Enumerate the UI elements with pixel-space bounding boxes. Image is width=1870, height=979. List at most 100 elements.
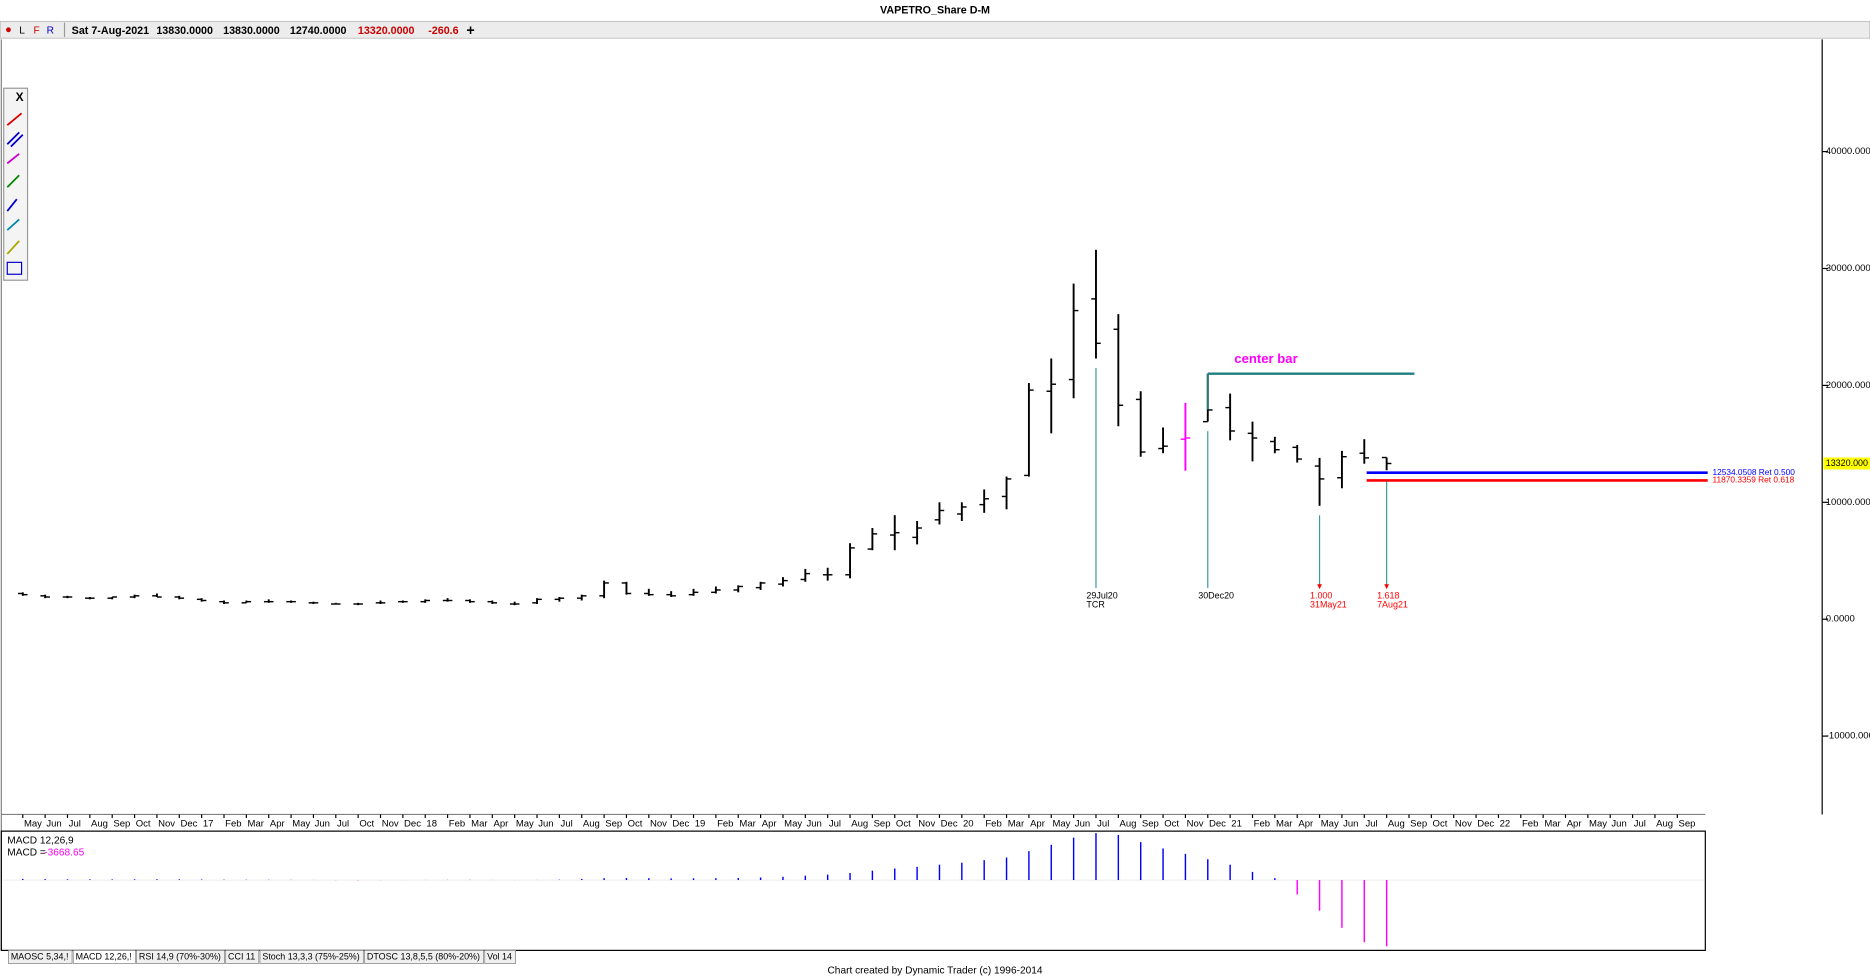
- add-button[interactable]: +: [466, 23, 474, 39]
- x-tick-label: 17: [203, 818, 214, 829]
- x-tick-label: Sep: [1678, 818, 1695, 829]
- x-tick-label: 19: [695, 818, 706, 829]
- x-tick-label: Sep: [1410, 818, 1427, 829]
- x-tick-label: Jun: [1075, 818, 1090, 829]
- x-tick-label: Aug: [1120, 818, 1137, 829]
- x-tick-label: Jul: [1365, 818, 1377, 829]
- toolbar-close[interactable]: X: [16, 90, 24, 104]
- x-tick-label: May: [1052, 818, 1070, 829]
- y-tick-label: -10000.000: [1826, 731, 1870, 742]
- time-marker-label: 7Aug21: [1377, 600, 1408, 610]
- x-tick-label: Jul: [1634, 818, 1646, 829]
- tab-frame: [225, 950, 260, 964]
- time-marker-arrow: [1317, 584, 1322, 590]
- x-tick-label: Nov: [1455, 818, 1472, 829]
- y-tick-label: 40000.000: [1826, 146, 1870, 157]
- tab-frame: [136, 950, 225, 964]
- tab[interactable]: RSI 14,9 (70%-30%): [136, 950, 225, 964]
- y-tick-label: 30000.000: [1826, 263, 1870, 274]
- x-tick-label: Feb: [1254, 818, 1270, 829]
- tab[interactable]: MAOSC 5,34,!: [8, 950, 73, 964]
- menu-f[interactable]: F: [34, 26, 40, 37]
- time-marker-label: 1.618: [1377, 591, 1399, 601]
- x-tick-label: Mar: [1008, 818, 1025, 829]
- x-tick-label: 22: [1500, 818, 1511, 829]
- header-low: 12740.0000: [290, 25, 347, 37]
- tab-label: MACD 12,26,!: [76, 951, 132, 961]
- footer: Chart created by Dynamic Trader (c) 1996…: [828, 965, 1043, 976]
- x-tick-label: Apr: [1030, 818, 1046, 829]
- x-tick-label: Nov: [158, 818, 175, 829]
- tab-label: DTOSC 13,8,5,5 (80%-20%): [367, 951, 480, 961]
- time-marker-label: 1.000: [1310, 591, 1332, 601]
- x-tick-label: Mar: [739, 818, 756, 829]
- x-tick-label: Oct: [1433, 818, 1448, 829]
- x-tick-label: Apr: [493, 818, 509, 829]
- tool-fan[interactable]: [6, 240, 20, 255]
- x-tick-label: May: [292, 818, 310, 829]
- tool-trend[interactable]: [6, 112, 23, 126]
- x-tick-label: Feb: [1522, 818, 1538, 829]
- x-tick-label: Feb: [225, 818, 241, 829]
- x-tick-label: Dec: [404, 818, 421, 829]
- x-tick-label: Dec: [1477, 818, 1494, 829]
- tool-grid[interactable]: [6, 261, 23, 275]
- time-marker-label: 31May21: [1310, 600, 1347, 610]
- tab[interactable]: MACD 12,26,!: [72, 950, 136, 964]
- x-tick-label: Mar: [471, 818, 488, 829]
- header-high: 13830.0000: [223, 25, 280, 37]
- tool-range[interactable]: [6, 218, 20, 231]
- menu-r[interactable]: R: [47, 26, 54, 37]
- tab[interactable]: Stoch 13,3,3 (75%-25%): [259, 950, 364, 964]
- tab-label: CCI 11: [228, 951, 255, 961]
- x-tick-label: Dec: [941, 818, 958, 829]
- x-tick-label: Jun: [315, 818, 330, 829]
- x-tick-label: Aug: [1388, 818, 1405, 829]
- macd-readout: -3668.65: [44, 847, 84, 858]
- x-tick-label: Jul: [1097, 818, 1109, 829]
- tab[interactable]: CCI 11: [225, 950, 260, 964]
- time-marker-label: TCR: [1086, 600, 1105, 610]
- tab-label: MAOSC 5,34,!: [11, 951, 69, 961]
- center-bar-label: center bar: [1234, 351, 1297, 366]
- tool-parallel-2[interactable]: [10, 134, 24, 148]
- tab-frame: [259, 950, 364, 964]
- menu-l[interactable]: L: [19, 26, 25, 37]
- x-tick-label: May: [1589, 818, 1607, 829]
- tab-frame: [484, 950, 516, 964]
- tab[interactable]: DTOSC 13,8,5,5 (80%-20%): [364, 950, 484, 964]
- x-tick-label: May: [1321, 818, 1339, 829]
- toolbar-frame: [3, 87, 29, 281]
- y-tick-label: 10000.000: [1826, 497, 1870, 508]
- x-tick-label: Nov: [1187, 818, 1204, 829]
- macd-label: MACD 12,26,9: [7, 835, 74, 846]
- x-tick-label: Jul: [69, 818, 81, 829]
- x-tick-label: May: [516, 818, 534, 829]
- x-tick-label: Mar: [1276, 818, 1293, 829]
- x-tick-label: Jun: [538, 818, 553, 829]
- x-tick-label: Jun: [1343, 818, 1358, 829]
- x-tick-label: May: [24, 818, 42, 829]
- x-tick-label: Oct: [1164, 818, 1179, 829]
- tab[interactable]: Vol 14: [484, 950, 516, 964]
- tool-parallel[interactable]: [6, 131, 20, 145]
- tab-label: Vol 14: [487, 951, 512, 961]
- header-date: Sat 7-Aug-2021: [72, 25, 149, 37]
- tab-frame: [72, 950, 136, 964]
- x-tick-label: Nov: [918, 818, 935, 829]
- header-open: 13830.0000: [156, 25, 213, 37]
- x-tick-label: Aug: [91, 818, 108, 829]
- tool-ret[interactable]: [6, 198, 18, 212]
- x-tick-label: Aug: [851, 818, 868, 829]
- x-tick-label: 18: [426, 818, 437, 829]
- tool-pitchfork[interactable]: [6, 153, 20, 165]
- toolbar: X: [3, 87, 29, 281]
- tab-frame: [364, 950, 484, 964]
- x-tick-label: Jun: [807, 818, 822, 829]
- x-tick-label: Oct: [359, 818, 374, 829]
- tab-label: Stoch 13,3,3 (75%-25%): [262, 951, 359, 961]
- x-tick-label: Oct: [896, 818, 911, 829]
- tool-band[interactable]: [6, 174, 20, 188]
